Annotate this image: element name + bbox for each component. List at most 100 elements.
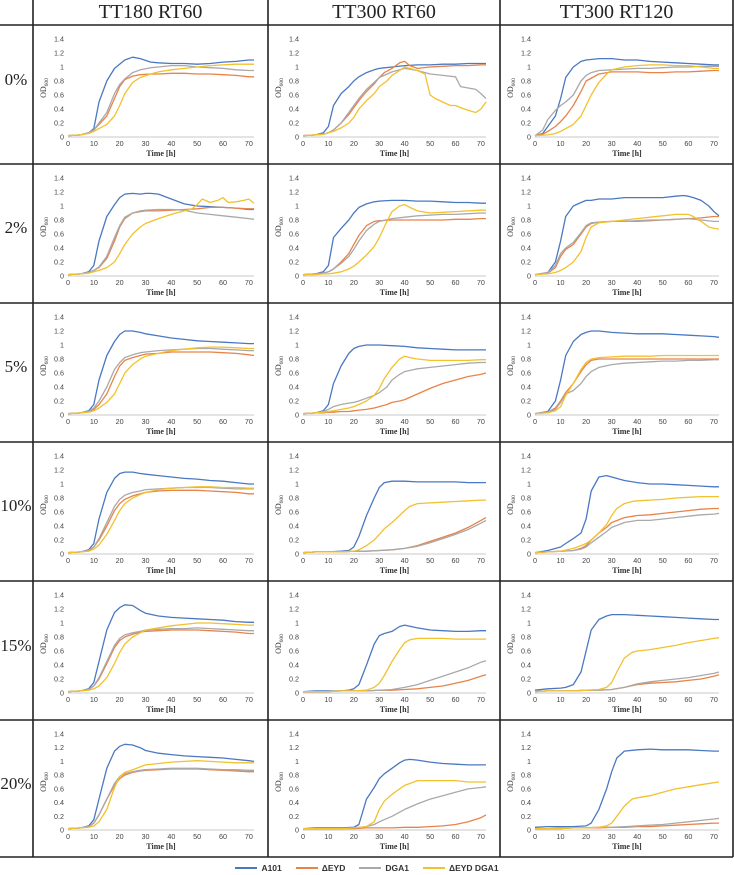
x-tick-label: 20 [350,556,358,565]
y-tick-label: 1.2 [289,605,299,614]
x-axis-label: Time [h] [380,842,410,851]
y-tick-label: 1 [60,63,64,72]
chart-panel-3-1: 0 0.2 0.4 0.6 0.8 1 1.2 1.4 0 10 20 30 40 50 60 70 Time … [33,303,268,442]
x-tick-label: 10 [557,278,565,287]
x-tick-label: 10 [90,139,98,148]
series-line-eyd [534,358,719,415]
x-tick-label: 30 [142,695,150,704]
x-axis-label: Time [h] [612,427,642,436]
y-tick-label: 1.2 [521,49,531,58]
y-tick-label: 1.2 [54,743,64,752]
x-tick-label: 70 [245,556,253,565]
x-tick-label: 50 [659,695,667,704]
y-tick-label: 0 [60,550,64,559]
y-tick-label: 0.4 [289,244,299,253]
series-line-dga1 [302,212,486,276]
x-tick-label: 0 [301,417,305,426]
x-axis-label: Time [h] [146,566,176,575]
y-tick-label: 0.4 [54,244,64,253]
y-tick-label: 1.2 [521,743,531,752]
x-tick-label: 10 [90,278,98,287]
series-line-a101 [534,474,719,554]
y-tick-label: 1 [527,619,531,628]
y-tick-label: 0.6 [289,784,299,793]
y-tick-label: 0.2 [54,675,64,684]
x-tick-label: 50 [193,695,201,704]
y-tick-label: 1.2 [521,327,531,336]
x-axis-label: Time [h] [146,149,176,158]
y-tick-label: 0.8 [521,216,531,225]
series-line-dga1 [534,217,719,276]
x-tick-label: 40 [633,417,641,426]
y-tick-label: 0.6 [54,508,64,517]
x-axis-label: Time [h] [380,427,410,436]
series-line-eyd-dga1 [67,196,255,276]
y-axis-label: OD600 [506,495,517,515]
x-tick-label: 70 [710,278,718,287]
x-tick-label: 0 [66,695,70,704]
y-tick-label: 0.8 [54,771,64,780]
x-tick-label: 0 [533,139,537,148]
x-tick-label: 10 [557,695,565,704]
x-tick-label: 40 [167,832,175,841]
y-tick-label: 0.2 [54,812,64,821]
chart-panel-3-2: 0 0.2 0.4 0.6 0.8 1 1.2 1.4 0 10 20 30 40 50 60 70 Time … [268,303,500,442]
x-tick-label: 30 [608,139,616,148]
x-tick-label: 50 [426,695,434,704]
x-tick-label: 60 [452,832,460,841]
series-line-eyd-dga1 [534,354,719,415]
y-tick-label: 0.4 [289,661,299,670]
y-tick-label: 1.4 [289,35,299,44]
y-axis-label: OD600 [274,78,285,98]
chart-svg: 0 0.2 0.4 0.6 0.8 1 1.2 1.4 0 10 20 30 40 50 60 70 Time … [506,591,720,714]
series-line-a101 [67,56,254,137]
row-header-3: 5% [4,357,28,376]
x-tick-label: 70 [710,832,718,841]
x-tick-label: 70 [245,695,253,704]
y-tick-label: 1 [60,341,64,350]
x-tick-label: 70 [477,278,485,287]
y-axis-label: OD600 [274,217,285,237]
x-axis-label: Time [h] [380,149,410,158]
y-tick-label: 1 [60,619,64,628]
column-header-2: TT300 RT60 [332,1,436,23]
x-tick-label: 30 [608,832,616,841]
series-line-eyd [534,69,719,137]
y-tick-label: 1.2 [54,49,64,58]
x-tick-label: 20 [350,417,358,426]
y-tick-label: 0.2 [521,675,531,684]
x-tick-label: 70 [245,832,253,841]
y-tick-label: 1.2 [54,605,64,614]
series-line-eyd-dga1 [303,637,486,693]
chart-panel-6-2: 0 0.2 0.4 0.6 0.8 1 1.2 1.4 0 10 20 30 40 50 60 70 Time … [268,720,500,857]
y-tick-label: 1 [295,63,299,72]
y-axis-label: OD600 [506,78,517,98]
x-tick-label: 60 [684,278,692,287]
x-tick-label: 60 [219,417,227,426]
series-line-eyd [302,60,486,137]
column-header-1: TT180 RT60 [98,1,203,23]
series-line-a101 [534,57,719,137]
chart-svg: 0 0.2 0.4 0.6 0.8 1 1.2 1.4 0 10 20 30 40 50 60 70 Time … [274,313,487,436]
chart-panel-4-2: 0 0.2 0.4 0.6 0.8 1 1.2 1.4 0 10 20 30 40 50 60 70 Time … [268,442,500,581]
x-tick-label: 0 [66,417,70,426]
x-tick-label: 40 [633,695,641,704]
series-line-a101 [534,613,719,691]
chart-svg: 0 0.2 0.4 0.6 0.8 1 1.2 1.4 0 10 20 30 40 50 60 70 Time … [39,452,254,575]
x-tick-label: 10 [557,417,565,426]
x-tick-label: 30 [608,278,616,287]
x-tick-label: 60 [684,695,692,704]
y-tick-label: 0.4 [521,798,531,807]
chart-panel-5-1: 0 0.2 0.4 0.6 0.8 1 1.2 1.4 0 10 20 30 40 50 60 70 Time … [33,581,268,720]
y-tick-label: 1 [527,480,531,489]
y-tick-label: 1.2 [289,327,299,336]
series-line-a101 [302,199,486,276]
chart-panel-6-1: 0 0.2 0.4 0.6 0.8 1 1.2 1.4 0 10 20 30 40 50 60 70 Time … [33,720,268,857]
chart-panel-3-3: 0 0.2 0.4 0.6 0.8 1 1.2 1.4 0 10 20 30 40 50 60 70 Time … [500,303,733,442]
y-tick-label: 0.6 [54,784,64,793]
x-tick-label: 0 [66,832,70,841]
y-tick-label: 0.8 [54,633,64,642]
y-tick-label: 0.4 [54,661,64,670]
x-tick-label: 10 [90,556,98,565]
series-line-dga1 [534,359,719,415]
